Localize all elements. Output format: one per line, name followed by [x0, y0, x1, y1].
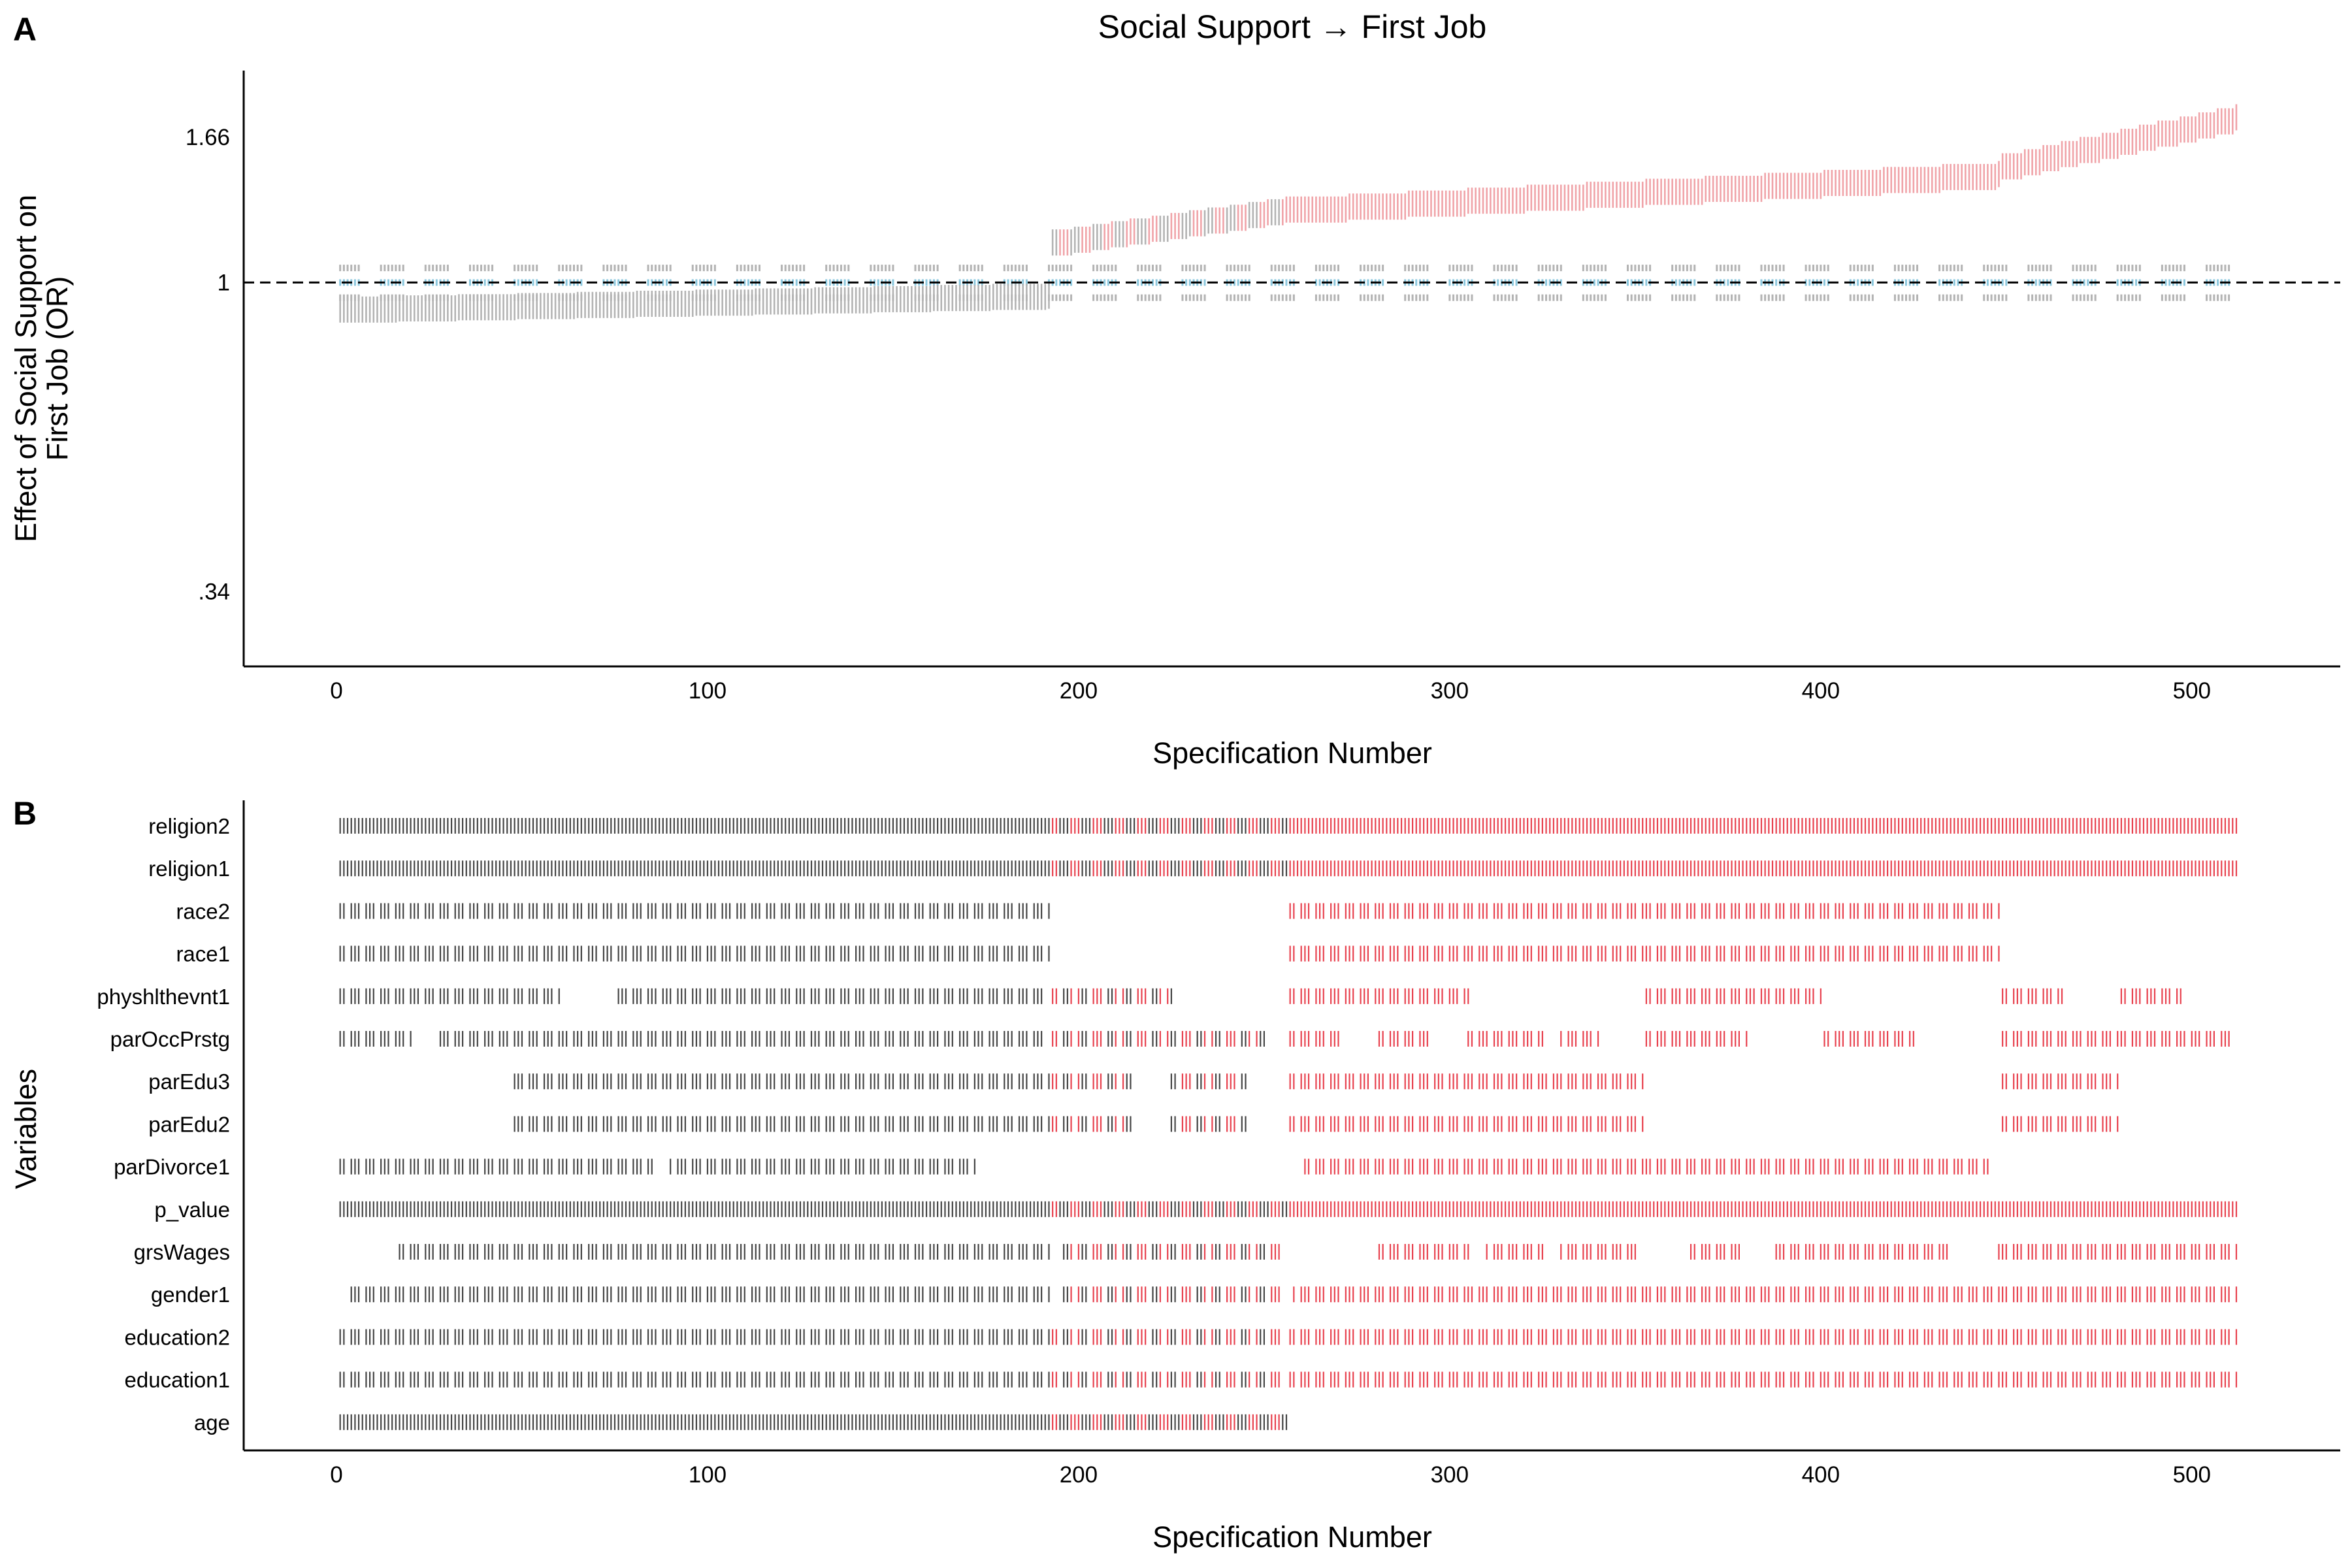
estimate-marks	[339, 104, 2238, 323]
x-tick-label: 500	[2173, 678, 2211, 704]
x-tick-label: 300	[1431, 678, 1469, 704]
y-tick-label: 1.66	[186, 125, 230, 150]
x-tick-label: 0	[330, 678, 342, 704]
y-tick-label: .34	[198, 580, 230, 605]
x-tick-label: 400	[1802, 678, 1840, 704]
chart-title: Social Support → First Job	[1098, 8, 1487, 45]
x-axis-title: Specification Number	[1152, 736, 1432, 770]
variable-inclusion-marks	[339, 818, 2238, 1430]
y-axis-title: Effect of Social Support onFirst Job (OR…	[9, 195, 74, 542]
panel-b-letter: B	[13, 795, 37, 832]
y-tick-label: 1	[218, 270, 230, 295]
panel-a-letter: A	[13, 11, 37, 48]
x-tick-label: 100	[689, 678, 727, 704]
y-tick-labels: .34 1 1.66	[186, 125, 230, 605]
x-tick-label: 200	[1060, 678, 1098, 704]
x-tick-labels: 0 100 200 300 400 500	[330, 678, 2211, 704]
